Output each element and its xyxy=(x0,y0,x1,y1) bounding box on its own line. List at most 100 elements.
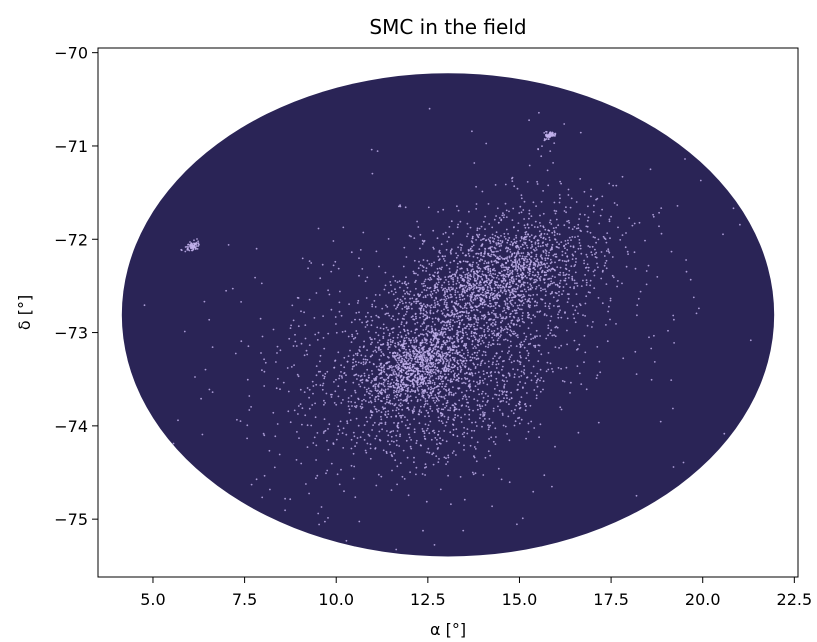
scatter-point xyxy=(354,401,356,404)
scatter-point xyxy=(470,296,473,299)
scatter-point xyxy=(557,224,560,227)
scatter-point xyxy=(471,263,474,266)
scatter-point xyxy=(672,314,675,317)
scatter-point xyxy=(480,362,482,365)
scatter-point xyxy=(356,352,359,355)
scatter-point xyxy=(457,387,459,390)
scatter-point xyxy=(429,357,432,360)
scatter-point xyxy=(519,308,521,311)
scatter-point xyxy=(538,234,541,237)
scatter-point xyxy=(436,267,439,270)
scatter-point xyxy=(395,367,398,369)
scatter-point xyxy=(423,280,426,283)
scatter-point xyxy=(501,258,504,260)
scatter-point xyxy=(467,233,469,235)
scatter-point xyxy=(402,381,405,384)
scatter-point xyxy=(539,261,542,264)
scatter-point xyxy=(413,410,415,413)
scatter-point xyxy=(311,404,314,406)
scatter-point xyxy=(427,447,430,450)
scatter-point xyxy=(385,304,387,307)
scatter-point xyxy=(456,351,459,354)
scatter-point xyxy=(535,286,538,288)
scatter-point xyxy=(413,345,415,348)
scatter-point xyxy=(423,289,426,291)
scatter-point xyxy=(516,260,519,263)
scatter-point xyxy=(356,378,358,380)
scatter-point xyxy=(517,417,519,420)
scatter-point xyxy=(449,289,451,292)
scatter-point xyxy=(461,340,464,343)
scatter-point xyxy=(315,292,318,294)
scatter-point xyxy=(509,281,511,284)
scatter-point xyxy=(450,371,453,373)
scatter-point xyxy=(461,307,464,310)
scatter-point xyxy=(454,416,456,419)
scatter-point xyxy=(534,241,537,244)
scatter-point xyxy=(447,373,450,376)
scatter-point xyxy=(555,325,558,328)
scatter-point xyxy=(427,411,430,414)
scatter-point xyxy=(351,333,353,336)
scatter-point xyxy=(494,280,496,283)
scatter-point xyxy=(403,343,406,345)
scatter-point xyxy=(452,277,454,279)
scatter-point xyxy=(526,253,529,256)
scatter-point xyxy=(553,268,556,271)
scatter-point xyxy=(448,267,451,270)
scatter-point xyxy=(578,372,581,375)
scatter-point xyxy=(409,367,412,370)
scatter-point xyxy=(466,290,468,293)
scatter-point xyxy=(609,297,612,300)
scatter-point xyxy=(284,509,286,512)
scatter-point xyxy=(520,294,522,296)
scatter-point xyxy=(536,275,539,278)
scatter-point xyxy=(509,315,511,318)
scatter-point xyxy=(376,326,379,329)
scatter-point xyxy=(577,431,580,434)
scatter-point xyxy=(524,281,526,284)
scatter-point xyxy=(514,258,517,260)
scatter-point xyxy=(540,233,542,236)
scatter-point xyxy=(438,249,441,252)
scatter-point xyxy=(448,355,451,357)
scatter-point xyxy=(497,239,500,242)
scatter-point xyxy=(437,211,439,213)
scatter-point xyxy=(562,274,565,276)
scatter-point xyxy=(500,244,503,247)
scatter-point xyxy=(594,253,596,256)
scatter-point xyxy=(689,278,692,281)
scatter-point xyxy=(402,365,405,368)
scatter-point xyxy=(451,352,454,355)
scatter-point xyxy=(362,358,365,361)
scatter-point xyxy=(478,286,480,289)
scatter-point xyxy=(647,264,650,267)
scatter-point xyxy=(455,315,458,318)
scatter-point xyxy=(532,314,535,317)
scatter-point xyxy=(551,243,554,246)
scatter-point xyxy=(503,290,506,292)
scatter-point xyxy=(490,261,493,263)
scatter-point xyxy=(427,382,430,385)
scatter-point xyxy=(392,386,395,389)
scatter-point xyxy=(483,262,486,265)
scatter-point xyxy=(424,438,427,440)
scatter-point xyxy=(411,373,413,376)
scatter-point xyxy=(430,438,433,441)
scatter-point xyxy=(544,138,547,141)
scatter-point xyxy=(489,268,492,270)
scatter-point xyxy=(367,387,370,390)
scatter-point xyxy=(478,233,481,236)
scatter-point xyxy=(487,247,490,250)
scatter-point xyxy=(325,392,328,395)
scatter-point xyxy=(470,332,473,335)
scatter-point xyxy=(279,349,282,352)
scatter-point xyxy=(502,424,505,427)
scatter-point xyxy=(587,269,590,272)
scatter-point xyxy=(409,384,412,387)
scatter-point xyxy=(431,370,434,373)
scatter-point xyxy=(426,304,429,307)
scatter-point xyxy=(438,419,441,422)
scatter-point xyxy=(465,285,468,288)
scatter-point xyxy=(370,315,373,318)
